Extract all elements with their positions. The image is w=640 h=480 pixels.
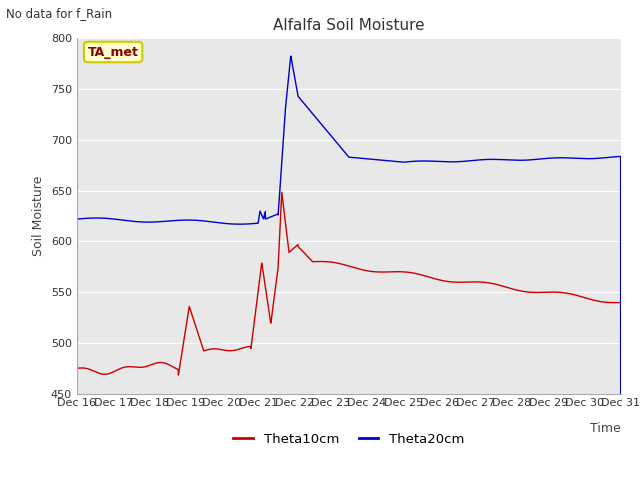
Text: TA_met: TA_met [88,46,138,59]
Y-axis label: Soil Moisture: Soil Moisture [32,176,45,256]
Legend: Theta10cm, Theta20cm: Theta10cm, Theta20cm [228,427,470,451]
Text: Time: Time [590,422,621,435]
Text: No data for f_Rain: No data for f_Rain [6,7,113,20]
Title: Alfalfa Soil Moisture: Alfalfa Soil Moisture [273,18,424,33]
